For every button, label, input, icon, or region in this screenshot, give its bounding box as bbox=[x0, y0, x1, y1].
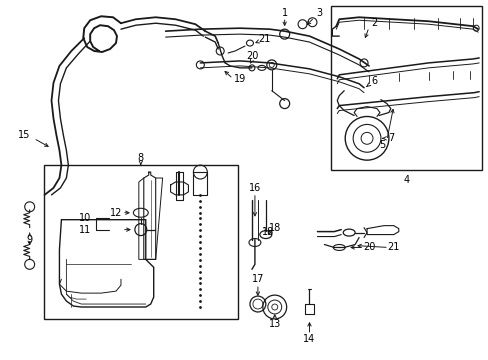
Text: 16: 16 bbox=[248, 183, 261, 193]
Text: 2: 2 bbox=[370, 18, 376, 28]
Text: 5: 5 bbox=[378, 140, 384, 150]
Text: 7: 7 bbox=[387, 133, 393, 143]
Text: 11: 11 bbox=[79, 225, 91, 235]
Text: 20: 20 bbox=[362, 243, 374, 252]
Text: 20: 20 bbox=[245, 51, 258, 61]
Text: 17: 17 bbox=[251, 274, 264, 284]
Text: 12: 12 bbox=[110, 208, 122, 218]
Text: 10: 10 bbox=[79, 213, 91, 223]
Text: 18: 18 bbox=[268, 222, 280, 233]
Text: 15: 15 bbox=[18, 130, 30, 140]
Text: 3: 3 bbox=[316, 8, 322, 18]
Text: 4: 4 bbox=[403, 175, 409, 185]
Bar bbox=[331, 6, 481, 170]
Text: 21: 21 bbox=[387, 243, 399, 252]
Text: 6: 6 bbox=[370, 76, 376, 86]
Text: 19: 19 bbox=[233, 74, 245, 84]
Text: 1: 1 bbox=[281, 8, 287, 18]
Text: 13: 13 bbox=[268, 319, 280, 329]
Text: 8: 8 bbox=[138, 153, 143, 163]
Text: 9: 9 bbox=[26, 234, 33, 244]
Text: 14: 14 bbox=[303, 334, 315, 344]
Text: 18: 18 bbox=[261, 226, 273, 237]
Bar bbox=[43, 165, 238, 319]
Text: 21: 21 bbox=[258, 34, 270, 44]
